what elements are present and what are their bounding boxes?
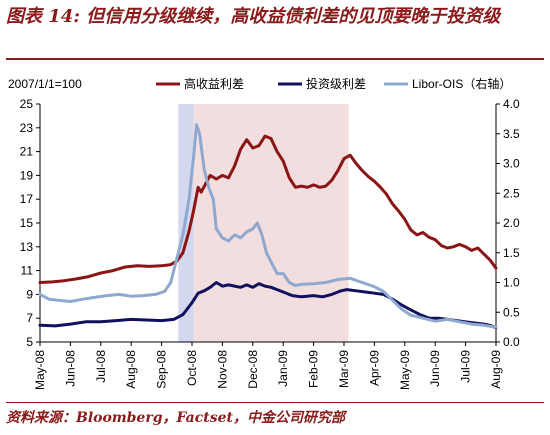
- x-tick-label: Nov-08: [215, 350, 229, 389]
- title-divider: [6, 58, 544, 60]
- source-divider: [6, 402, 544, 403]
- x-tick-label: Aug-09: [489, 350, 503, 389]
- index-note: 2007/1/1=100: [8, 77, 82, 91]
- left-tick-label: 15: [20, 216, 34, 230]
- legend-label-1: 投资级利差: [306, 76, 366, 91]
- series-line-2: [38, 123, 498, 329]
- right-tick-label: 1.0: [503, 276, 520, 290]
- legend-label-2: Libor-OIS（右轴）: [412, 76, 511, 91]
- left-tick-label: 5: [26, 335, 33, 349]
- x-tick-label: Jan-09: [276, 350, 290, 387]
- left-tick-label: 9: [26, 287, 33, 301]
- series-line-1: [38, 281, 498, 330]
- right-tick-label: 2.5: [503, 186, 520, 200]
- x-tick-label: Oct-08: [185, 350, 199, 386]
- x-tick-label: Jul-09: [459, 350, 473, 383]
- right-tick-label: 2.0: [503, 216, 520, 230]
- shaded-regions: [178, 104, 349, 342]
- x-tick-label: Jul-08: [94, 350, 108, 383]
- left-tick-label: 7: [26, 311, 33, 325]
- x-tick-label: Apr-09: [367, 350, 381, 386]
- x-tick-label: Jun-08: [63, 350, 77, 387]
- left-tick-label: 19: [20, 168, 34, 182]
- legend: 2007/1/1=100 高收益利差 投资级利差 Libor-OIS（右轴）: [8, 76, 511, 91]
- left-tick-label: 25: [20, 97, 34, 111]
- left-tick-label: 17: [20, 192, 34, 206]
- left-tick-label: 11: [21, 264, 34, 278]
- source-note: 资料来源：Bloomberg，Factset，中金公司研究部: [6, 410, 345, 426]
- shaded-region-1: [193, 104, 349, 342]
- right-tick-label: 0.5: [503, 305, 520, 319]
- right-tick-label: 3.5: [503, 127, 520, 141]
- series-line-0: [38, 134, 498, 284]
- chart-title: 图表 14: 但信用分级继续，高收益债利差的见顶要晚于投资级: [6, 6, 501, 27]
- right-tick-label: 0.0: [503, 335, 520, 349]
- x-tick-label: Sep-08: [155, 350, 169, 389]
- x-tick-label: Mar-09: [337, 350, 351, 388]
- right-tick-label: 3.0: [503, 157, 520, 171]
- x-tick-label: May-08: [33, 350, 47, 390]
- x-tick-label: Feb-09: [307, 350, 321, 388]
- x-tick-label: Jun-09: [428, 350, 442, 387]
- legend-label-0: 高收益利差: [184, 76, 244, 91]
- left-tick-label: 13: [20, 240, 34, 254]
- x-tick-label: May-09: [398, 350, 412, 390]
- left-tick-label: 23: [20, 121, 34, 135]
- right-tick-label: 1.5: [503, 246, 520, 260]
- x-tick-label: Dec-08: [246, 350, 260, 389]
- series-lines: [38, 123, 498, 330]
- spread-line-chart: 5 7 9 11 13 15 17 19 21 23 25 0.0 0.5 1.0 1.5 2.0 2.5 3.0…: [8, 76, 520, 390]
- axes: 5 7 9 11 13 15 17 19 21 23 25 0.0 0.5 1.0 1.5 2.0 2.5 3.0…: [20, 97, 520, 390]
- right-tick-label: 4.0: [503, 97, 520, 111]
- left-tick-label: 21: [20, 145, 34, 159]
- x-tick-label: Aug-08: [124, 350, 138, 389]
